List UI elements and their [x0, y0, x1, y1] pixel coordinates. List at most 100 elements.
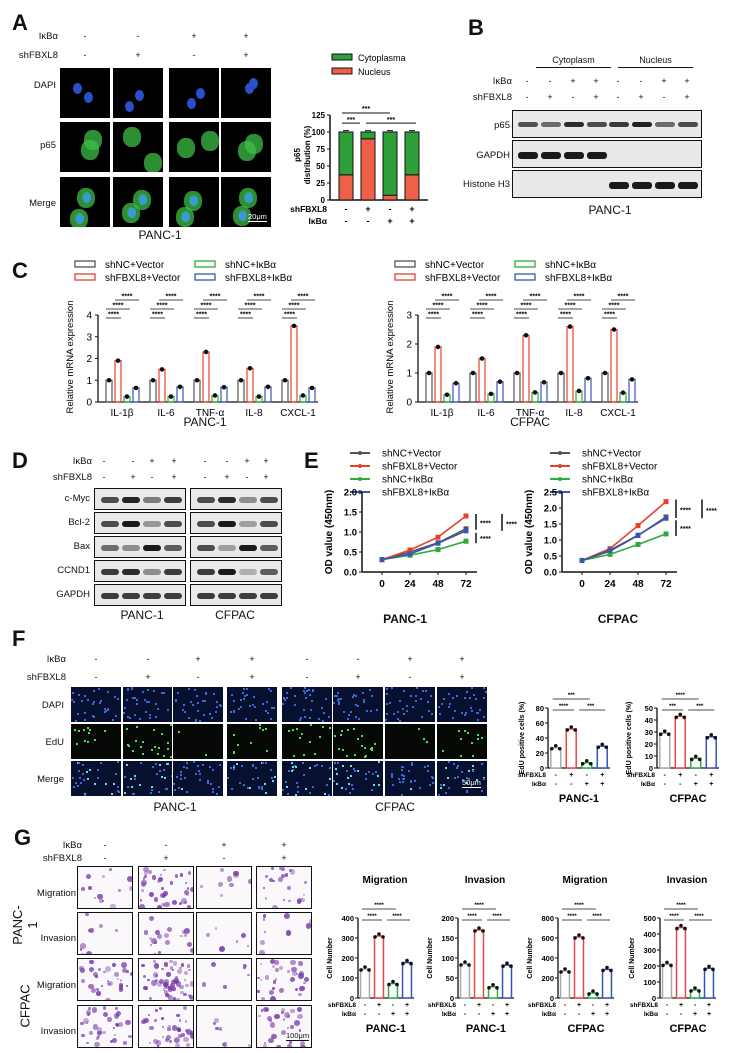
shfbxl8-label: shFBXL8 [472, 92, 512, 103]
svg-text:+: + [391, 1011, 395, 1018]
merge-nucleus [128, 207, 137, 218]
stained-cell [148, 870, 153, 875]
cell-dot [386, 703, 389, 706]
stained-cell [166, 1035, 172, 1041]
svg-text:125: 125 [312, 111, 326, 120]
svg-text:+: + [605, 1011, 609, 1018]
cell-dot [313, 752, 316, 755]
stained-cell [286, 1026, 290, 1029]
cell-dot [302, 761, 305, 764]
cell-dot [352, 696, 355, 699]
cell-dot [464, 730, 467, 733]
svg-text:EdU positive cells (%): EdU positive cells (%) [519, 702, 526, 775]
svg-text:IL-6: IL-6 [157, 408, 175, 419]
cell-dot [71, 698, 74, 701]
stained-cell [184, 889, 190, 895]
svg-text:shFBXL8: shFBXL8 [528, 1002, 557, 1009]
cell-dot [245, 688, 248, 691]
cell-dot [170, 775, 173, 778]
stained-cell [102, 1012, 108, 1018]
cell-dot [243, 698, 245, 701]
cell-dot [83, 712, 86, 715]
micrograph [172, 760, 224, 797]
svg-text:-: - [345, 216, 348, 226]
cell-dot [418, 786, 421, 789]
cell-dot [74, 729, 77, 732]
svg-text:IκBα: IκBα [542, 1011, 556, 1018]
stained-cell [175, 976, 178, 980]
svg-text:40: 40 [645, 716, 653, 725]
stained-cell [158, 877, 164, 883]
cell-dot [356, 704, 359, 707]
stained-cell [140, 889, 144, 892]
svg-text:24: 24 [404, 579, 416, 590]
cell-dot [355, 704, 358, 707]
cell-dot [371, 773, 374, 776]
svg-text:100: 100 [312, 128, 326, 137]
blot-label: Bcl-2 [68, 517, 90, 528]
panel-g-cfpac-migration-chart: Migration 0 200 400 600 800 Cell Number - - + - - + +… [527, 875, 614, 1035]
svg-text:200: 200 [541, 974, 554, 983]
stained-cell [150, 944, 153, 947]
cell-dot [479, 708, 482, 711]
svg-text:IκBα: IκBα [309, 216, 328, 226]
svg-text:-: - [392, 1002, 395, 1009]
stained-cell [154, 929, 160, 935]
cell-dot [325, 783, 328, 786]
svg-text:Cell Number: Cell Number [629, 937, 636, 979]
cell-dot [328, 767, 331, 770]
stained-cell [183, 978, 187, 982]
cell-dot [264, 710, 267, 713]
svg-text:****: **** [506, 521, 517, 528]
cell-dot [400, 793, 403, 796]
svg-text:shFBXL8+IκBα: shFBXL8+IκBα [582, 488, 649, 499]
band [678, 122, 698, 127]
cell-dot [126, 764, 129, 767]
cell-dot [131, 786, 134, 789]
cell-dot [246, 694, 249, 697]
stained-cell [183, 928, 190, 935]
cell-dot [463, 713, 466, 716]
stained-cell [154, 952, 157, 954]
stained-cell [183, 1006, 188, 1011]
cell-dot [328, 715, 331, 718]
cell-dot [72, 692, 75, 695]
stained-cell [246, 945, 249, 948]
stained-cell [80, 1021, 84, 1026]
cell-dot [293, 695, 296, 698]
stained-cell [218, 1027, 223, 1031]
cell-dot [248, 705, 251, 708]
cell-dot [240, 764, 243, 767]
svg-text:****: **** [254, 294, 265, 301]
stained-cell [235, 940, 239, 943]
stained-cell [271, 986, 275, 990]
ikba-label: IκBα [72, 456, 92, 467]
svg-text:****: **** [574, 294, 585, 301]
cell-dot [311, 690, 314, 693]
cell-dot [176, 776, 179, 779]
cell-dot [342, 764, 345, 767]
micrograph [436, 686, 488, 723]
cell-dot [126, 728, 129, 731]
cell-dot [453, 710, 456, 713]
cell-dot [455, 695, 458, 698]
svg-text:***: *** [387, 117, 395, 124]
stained-cell [289, 1041, 292, 1044]
cell-dot [385, 693, 388, 696]
cell-dot [338, 703, 341, 706]
cell-dot [297, 791, 300, 794]
row-label-edu: EdU [45, 737, 64, 748]
band [164, 521, 182, 527]
band [164, 545, 182, 551]
stained-cell [153, 963, 160, 970]
stained-cell [116, 978, 119, 981]
cell-dot [231, 693, 234, 696]
cell-dot [444, 791, 447, 794]
stained-cell [283, 1011, 290, 1018]
micrograph [112, 176, 164, 228]
cell-dot [302, 709, 305, 712]
cell-dot [466, 732, 469, 735]
stained-cell [103, 970, 106, 974]
cell-dot [300, 717, 303, 720]
cell-dot [126, 689, 129, 692]
